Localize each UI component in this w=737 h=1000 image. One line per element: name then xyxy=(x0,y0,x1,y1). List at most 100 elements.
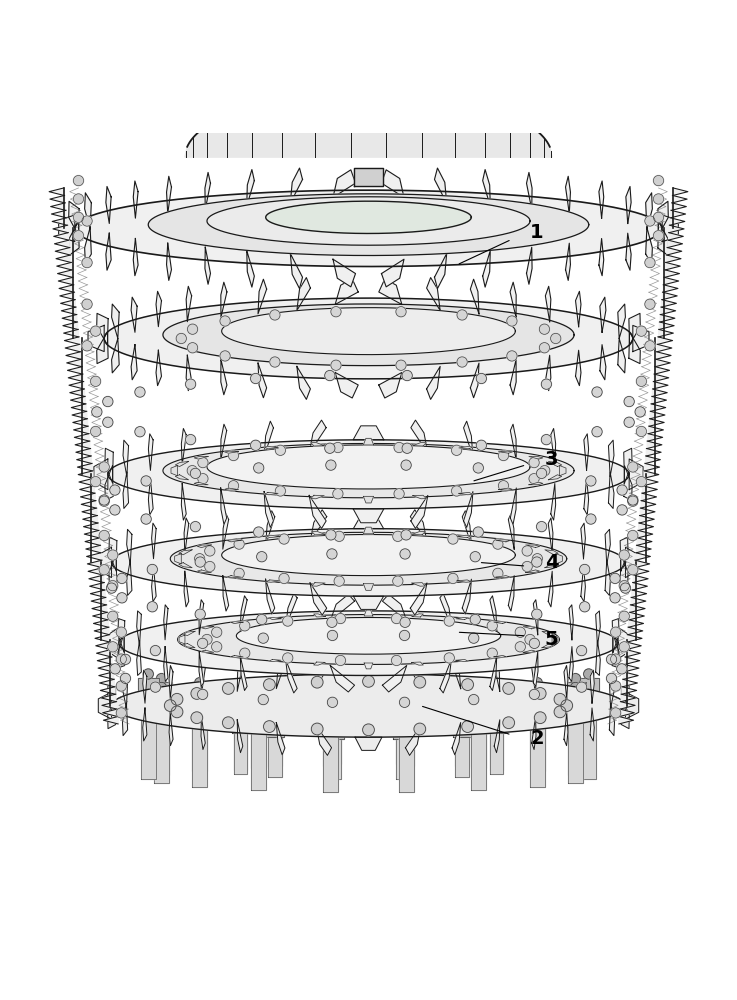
Circle shape xyxy=(539,324,550,334)
Circle shape xyxy=(400,617,411,627)
Circle shape xyxy=(470,552,481,562)
Polygon shape xyxy=(297,366,310,399)
Polygon shape xyxy=(99,672,113,679)
Polygon shape xyxy=(258,279,267,314)
Circle shape xyxy=(487,621,497,631)
Polygon shape xyxy=(545,550,558,555)
Circle shape xyxy=(448,573,458,584)
Polygon shape xyxy=(646,456,660,463)
Polygon shape xyxy=(584,478,589,515)
Polygon shape xyxy=(551,428,556,465)
Circle shape xyxy=(264,721,275,732)
Polygon shape xyxy=(99,679,114,687)
Polygon shape xyxy=(71,396,85,404)
Polygon shape xyxy=(81,501,96,508)
Polygon shape xyxy=(666,255,681,262)
Polygon shape xyxy=(88,325,104,352)
Polygon shape xyxy=(316,656,332,686)
Polygon shape xyxy=(276,656,285,689)
Polygon shape xyxy=(106,233,111,270)
Polygon shape xyxy=(64,337,79,344)
Polygon shape xyxy=(629,612,644,620)
Polygon shape xyxy=(221,282,227,317)
Polygon shape xyxy=(534,652,538,687)
Polygon shape xyxy=(154,696,169,775)
Polygon shape xyxy=(199,600,203,635)
Circle shape xyxy=(256,614,267,625)
Circle shape xyxy=(325,682,335,693)
Polygon shape xyxy=(143,708,147,741)
Polygon shape xyxy=(181,483,186,520)
Circle shape xyxy=(202,634,212,645)
Polygon shape xyxy=(542,643,553,648)
Circle shape xyxy=(333,489,343,499)
Polygon shape xyxy=(97,332,108,364)
Polygon shape xyxy=(201,650,214,652)
Polygon shape xyxy=(629,459,643,490)
Polygon shape xyxy=(186,355,192,391)
Polygon shape xyxy=(335,279,358,304)
Polygon shape xyxy=(74,426,88,434)
Polygon shape xyxy=(269,617,281,620)
Circle shape xyxy=(561,700,573,711)
Polygon shape xyxy=(629,620,643,627)
Polygon shape xyxy=(72,411,87,419)
Polygon shape xyxy=(399,704,414,766)
Circle shape xyxy=(258,633,268,643)
Polygon shape xyxy=(310,583,326,615)
Polygon shape xyxy=(548,461,562,466)
Circle shape xyxy=(541,379,551,389)
Circle shape xyxy=(402,443,412,453)
Polygon shape xyxy=(98,664,113,672)
Polygon shape xyxy=(194,456,208,459)
Polygon shape xyxy=(111,338,119,373)
Circle shape xyxy=(74,194,83,204)
Circle shape xyxy=(110,505,120,515)
Polygon shape xyxy=(266,580,280,582)
Circle shape xyxy=(187,465,198,476)
Polygon shape xyxy=(205,172,211,209)
Polygon shape xyxy=(470,279,479,314)
Polygon shape xyxy=(659,329,674,337)
Circle shape xyxy=(645,216,655,226)
Polygon shape xyxy=(636,553,651,560)
Polygon shape xyxy=(526,247,532,284)
Polygon shape xyxy=(631,597,646,605)
Polygon shape xyxy=(105,466,113,500)
Polygon shape xyxy=(222,308,515,355)
Circle shape xyxy=(135,427,145,437)
Polygon shape xyxy=(264,492,273,527)
Polygon shape xyxy=(656,359,670,367)
Polygon shape xyxy=(531,716,536,750)
Polygon shape xyxy=(69,221,79,255)
Polygon shape xyxy=(600,345,606,380)
Polygon shape xyxy=(118,634,125,668)
Circle shape xyxy=(234,568,244,579)
Polygon shape xyxy=(620,554,628,588)
Circle shape xyxy=(576,682,587,692)
Polygon shape xyxy=(100,687,115,694)
Circle shape xyxy=(335,655,346,666)
Polygon shape xyxy=(457,580,471,582)
Polygon shape xyxy=(382,170,404,197)
Circle shape xyxy=(150,645,161,656)
Polygon shape xyxy=(529,456,543,459)
Circle shape xyxy=(402,370,412,381)
Circle shape xyxy=(275,486,285,496)
Polygon shape xyxy=(576,350,581,386)
Circle shape xyxy=(624,396,635,407)
Polygon shape xyxy=(413,495,426,499)
Circle shape xyxy=(529,638,539,648)
Polygon shape xyxy=(664,277,679,285)
Circle shape xyxy=(116,593,127,603)
Polygon shape xyxy=(632,582,647,590)
Circle shape xyxy=(171,693,183,705)
Polygon shape xyxy=(122,676,128,708)
Polygon shape xyxy=(646,193,652,229)
Polygon shape xyxy=(141,691,156,779)
Circle shape xyxy=(195,609,206,619)
Polygon shape xyxy=(394,728,412,739)
Polygon shape xyxy=(657,352,671,359)
Circle shape xyxy=(586,514,596,524)
Polygon shape xyxy=(483,170,490,206)
